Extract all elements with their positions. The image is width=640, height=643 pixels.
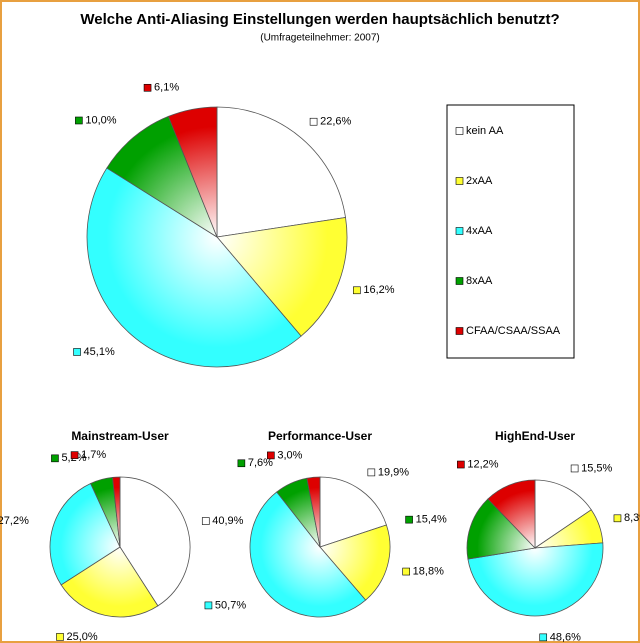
data-label: 15,5%: [581, 462, 612, 474]
pie-slice: [466, 498, 536, 560]
data-label: 18,8%: [413, 565, 444, 577]
label-swatch: [204, 601, 213, 610]
label-swatch: [143, 83, 152, 92]
data-label: 10,0%: [85, 114, 116, 126]
label-swatch: [75, 116, 83, 125]
label-swatch: [613, 514, 622, 523]
legend-swatch: [455, 327, 464, 335]
label-swatch: [56, 633, 64, 641]
label-swatch: [51, 454, 59, 463]
data-label: 15,4%: [416, 514, 447, 526]
pie-slice: [534, 479, 592, 549]
label-swatch: [267, 451, 275, 460]
chart-title: Welche Anti-Aliasing Einstellungen werde…: [80, 11, 559, 28]
label-swatch: [201, 517, 210, 525]
label-swatch: [353, 286, 361, 295]
pie-slice: [106, 115, 218, 238]
data-label: 22,6%: [320, 116, 351, 128]
data-label: 12,2%: [467, 458, 498, 470]
legend-box: [446, 104, 575, 359]
data-label: 25,0%: [66, 631, 97, 643]
label-swatch: [70, 451, 79, 459]
pie-slice: [167, 106, 218, 238]
data-label: 6,1%: [154, 82, 179, 94]
label-swatch: [457, 460, 465, 469]
label-swatch: [73, 348, 81, 356]
pie-slice: [216, 217, 348, 337]
legend-label: 4xAA: [466, 225, 493, 237]
data-label: 7,6%: [248, 457, 273, 469]
legend-swatch: [455, 227, 464, 235]
pie-slice: [306, 476, 321, 548]
pie-slice: [487, 479, 536, 549]
legend-label: 8xAA: [466, 275, 493, 287]
data-label: 8,3%: [624, 512, 640, 524]
label-swatch: [237, 459, 246, 468]
label-swatch: [402, 567, 410, 576]
pie-slice: [49, 482, 121, 586]
pie-slice: [86, 167, 302, 368]
legend-label: kein AA: [466, 125, 504, 137]
data-label: 3,0%: [277, 449, 302, 461]
data-label: 48,6%: [550, 631, 581, 643]
data-label: 1,7%: [81, 449, 106, 461]
data-label: 45,1%: [84, 346, 115, 358]
legend-label: 2xAA: [466, 175, 493, 187]
pie-slice: [112, 476, 121, 548]
data-label: 16,2%: [363, 284, 394, 296]
data-label: 40,9%: [212, 515, 243, 527]
pie-slice: [467, 542, 604, 617]
pie-title: HighEnd-User: [495, 429, 575, 443]
data-label: 50,7%: [215, 599, 246, 611]
label-swatch: [539, 633, 548, 642]
data-label: 27,2%: [0, 515, 29, 527]
label-swatch: [405, 515, 413, 524]
legend-swatch: [455, 177, 464, 185]
data-label: 19,9%: [378, 466, 409, 478]
pie-slice: [60, 546, 159, 618]
legend-label: CFAA/CSAA/SSAA: [466, 325, 561, 337]
pie-title: Mainstream-User: [71, 429, 169, 443]
label-swatch: [367, 468, 376, 477]
pie-slice: [249, 491, 367, 618]
pie-slice: [216, 106, 346, 238]
label-swatch: [570, 464, 579, 473]
pie-slice: [319, 476, 387, 548]
chart-subtitle: (Umfrageteilnehmer: 2007): [260, 33, 380, 44]
legend-swatch: [455, 127, 464, 135]
pie-title: Performance-User: [268, 429, 372, 443]
legend-swatch: [455, 277, 464, 285]
label-swatch: [309, 117, 318, 126]
pie-slice: [319, 524, 391, 601]
